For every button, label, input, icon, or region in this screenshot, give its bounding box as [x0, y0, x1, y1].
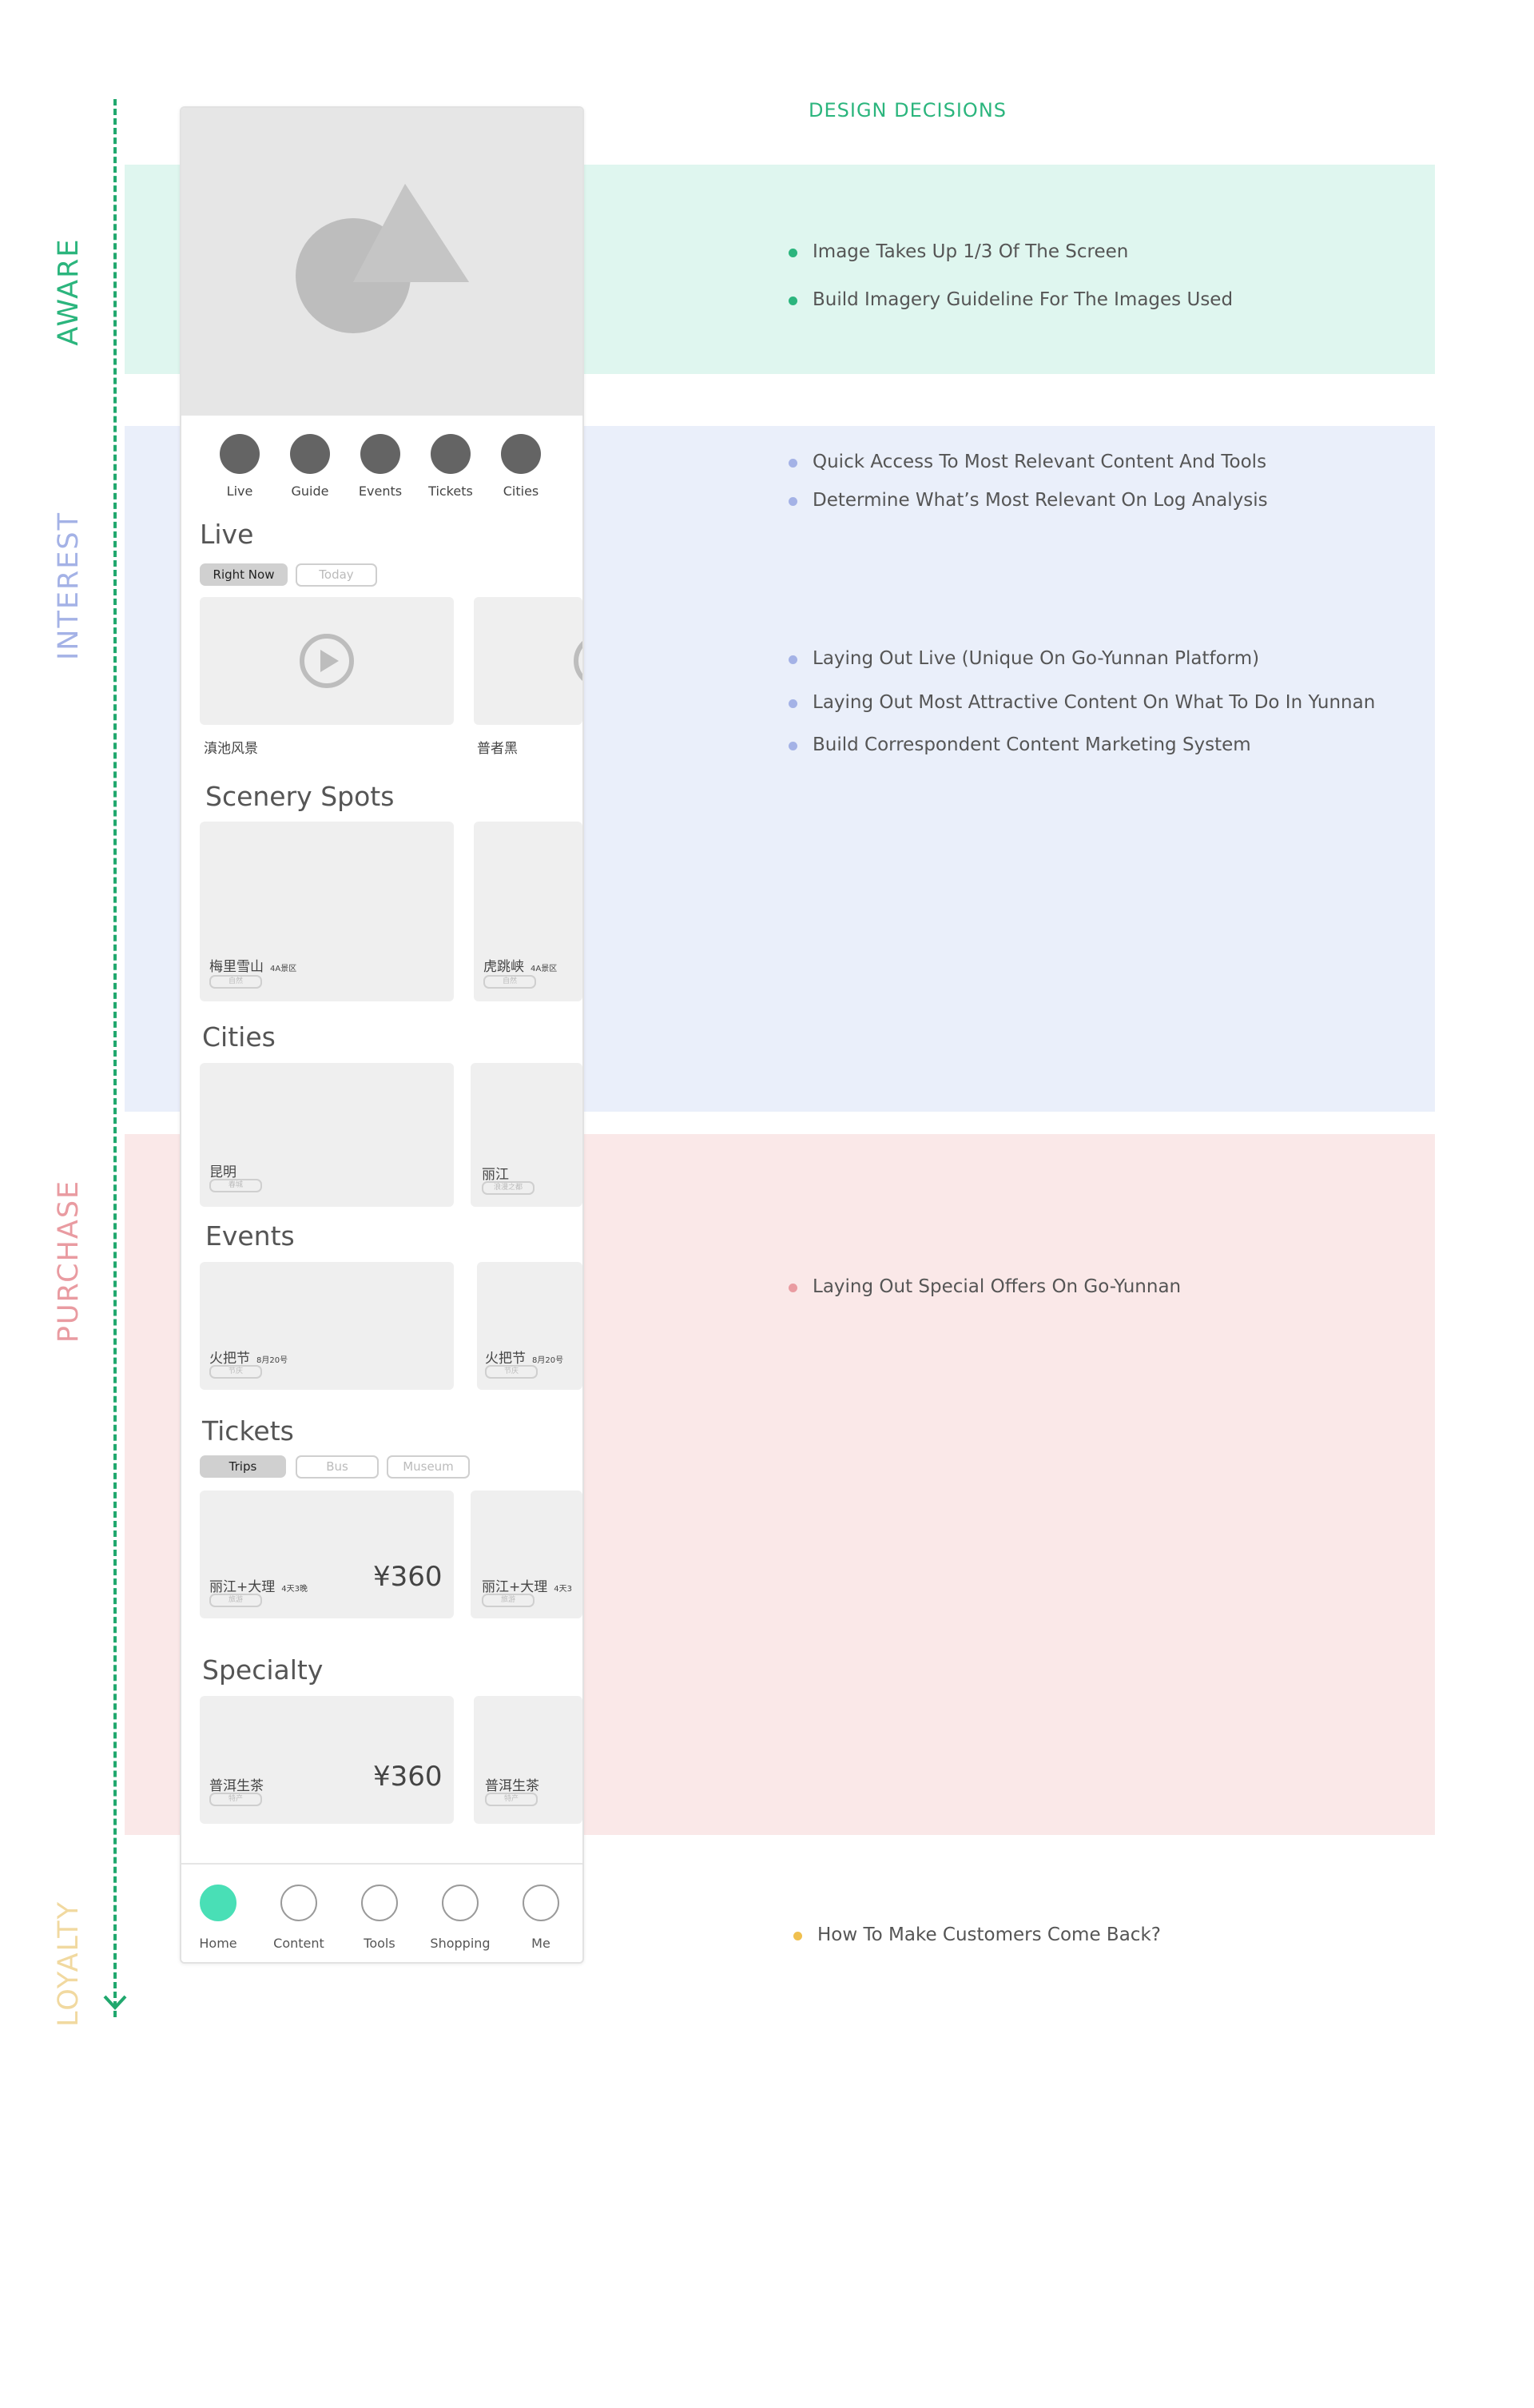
- quick-cities-label: Cities: [503, 484, 539, 499]
- live-card[interactable]: [474, 597, 582, 725]
- right-now-pill[interactable]: Right Now: [200, 563, 288, 586]
- live-card-caption: 普者黑: [477, 741, 518, 757]
- tickets-section-title: Tickets: [202, 1415, 294, 1447]
- stage-aware-label: AWARE: [53, 237, 85, 346]
- live-icon[interactable]: [220, 434, 260, 474]
- live-card-caption: 滇池风景: [204, 741, 258, 757]
- bullet-icon: [789, 655, 797, 664]
- specialty-card-caption: 普洱生茶: [485, 1778, 539, 1794]
- today-pill[interactable]: Today: [296, 563, 377, 587]
- tab-me[interactable]: Me: [531, 1936, 550, 1951]
- phone-mockup: Live Guide Events Tickets Cities Live Ri…: [180, 106, 584, 1964]
- scenery-card-caption: 虎跳峡 4A景区: [483, 959, 558, 975]
- trips-pill[interactable]: Trips: [200, 1455, 286, 1478]
- note-loyalty-1: How To Make Customers Come Back?: [793, 1924, 1161, 1945]
- events-icon[interactable]: [360, 434, 400, 474]
- bullet-icon: [789, 459, 797, 468]
- live-card[interactable]: [200, 597, 454, 725]
- event-card-tag: 节庆: [485, 1365, 538, 1379]
- me-tab-icon[interactable]: [523, 1885, 559, 1921]
- note-interest-5: Build Correspondent Content Marketing Sy…: [789, 734, 1251, 755]
- cities-icon[interactable]: [501, 434, 541, 474]
- bullet-icon: [789, 1284, 797, 1292]
- stage-interest-label: INTEREST: [53, 511, 85, 661]
- city-card[interactable]: [471, 1063, 582, 1207]
- scenery-card-tag: 自然: [483, 975, 536, 989]
- event-card-tag: 节庆: [209, 1365, 262, 1379]
- bullet-icon: [789, 497, 797, 506]
- quick-live-label: Live: [226, 484, 253, 499]
- note-interest-2: Determine What’s Most Relevant On Log An…: [789, 490, 1268, 511]
- museum-pill[interactable]: Museum: [387, 1455, 470, 1479]
- timeline-arrow-icon: [103, 1995, 127, 2010]
- live-section-title: Live: [200, 519, 254, 550]
- scenery-card-tag: 自然: [209, 975, 262, 989]
- tab-shopping[interactable]: Shopping: [430, 1936, 491, 1951]
- design-decisions-title: DESIGN DECISIONS: [809, 99, 1007, 121]
- event-card-caption: 火把节 8月20号: [485, 1351, 564, 1367]
- ticket-card[interactable]: [471, 1491, 582, 1618]
- quick-events-label: Events: [358, 484, 403, 499]
- tickets-icon[interactable]: [431, 434, 471, 474]
- bullet-icon: [793, 1932, 802, 1940]
- tab-content[interactable]: Content: [273, 1936, 324, 1951]
- guide-icon[interactable]: [290, 434, 330, 474]
- quick-tickets-label: Tickets: [428, 484, 473, 499]
- specialty-price: ¥360: [373, 1761, 443, 1793]
- city-card[interactable]: [200, 1063, 454, 1207]
- scenery-card[interactable]: [200, 822, 454, 1001]
- specialty-card[interactable]: [200, 1696, 454, 1824]
- image-placeholder-icon: [296, 184, 469, 333]
- ticket-card-caption: 丽江+大理 4天3: [482, 1579, 572, 1595]
- home-tab-icon[interactable]: [200, 1885, 236, 1921]
- ticket-price: ¥360: [373, 1561, 443, 1593]
- bullet-icon: [789, 699, 797, 708]
- bullet-icon: [789, 249, 797, 257]
- tab-tools[interactable]: Tools: [364, 1936, 395, 1951]
- note-interest-3: Laying Out Live (Unique On Go-Yunnan Pla…: [789, 648, 1259, 669]
- specialty-card-tag: 特产: [485, 1793, 538, 1806]
- event-card-caption: 火把节 8月20号: [209, 1351, 288, 1367]
- specialty-card-caption: 普洱生茶: [209, 1778, 264, 1794]
- stage-loyalty-label: LOYALTY: [53, 1901, 85, 2027]
- event-card[interactable]: [200, 1262, 454, 1390]
- ticket-card-caption: 丽江+大理 4天3晚: [209, 1579, 308, 1595]
- event-card[interactable]: [477, 1262, 582, 1390]
- content-tab-icon[interactable]: [280, 1885, 317, 1921]
- events-section-title: Events: [205, 1220, 295, 1252]
- stage-purchase-label: PURCHASE: [53, 1179, 85, 1343]
- city-card-tag: 春城: [209, 1179, 262, 1192]
- ticket-card-tag: 旅游: [482, 1594, 535, 1607]
- shopping-tab-icon[interactable]: [442, 1885, 479, 1921]
- ticket-card-tag: 旅游: [209, 1594, 262, 1607]
- ticket-card[interactable]: [200, 1491, 454, 1618]
- cities-section-title: Cities: [202, 1021, 276, 1053]
- note-aware-2: Build Imagery Guideline For The Images U…: [789, 289, 1233, 310]
- quick-guide-label: Guide: [291, 484, 329, 499]
- city-card-caption: 丽江: [482, 1167, 509, 1183]
- scenery-section-title: Scenery Spots: [205, 781, 395, 812]
- play-icon[interactable]: [299, 633, 355, 689]
- city-card-caption: 昆明: [209, 1164, 236, 1180]
- note-interest-1: Quick Access To Most Relevant Content An…: [789, 452, 1266, 472]
- bus-pill[interactable]: Bus: [296, 1455, 379, 1479]
- bullet-icon: [789, 297, 797, 305]
- note-aware-1: Image Takes Up 1/3 Of The Screen: [789, 241, 1128, 262]
- note-purchase-1: Laying Out Special Offers On Go-Yunnan: [789, 1276, 1181, 1297]
- scenery-card-caption: 梅里雪山 4A景区: [209, 959, 297, 975]
- specialty-card-tag: 特产: [209, 1793, 262, 1806]
- tab-home[interactable]: Home: [199, 1936, 237, 1951]
- journey-timeline: [113, 99, 117, 2017]
- note-interest-4: Laying Out Most Attractive Content On Wh…: [789, 692, 1375, 713]
- play-icon[interactable]: [573, 633, 584, 689]
- hero-image: [181, 108, 582, 416]
- specialty-section-title: Specialty: [202, 1654, 324, 1686]
- bullet-icon: [789, 742, 797, 750]
- specialty-card[interactable]: [474, 1696, 582, 1824]
- tools-tab-icon[interactable]: [361, 1885, 398, 1921]
- scenery-card[interactable]: [474, 822, 582, 1001]
- city-card-tag: 浪漫之都: [482, 1181, 535, 1195]
